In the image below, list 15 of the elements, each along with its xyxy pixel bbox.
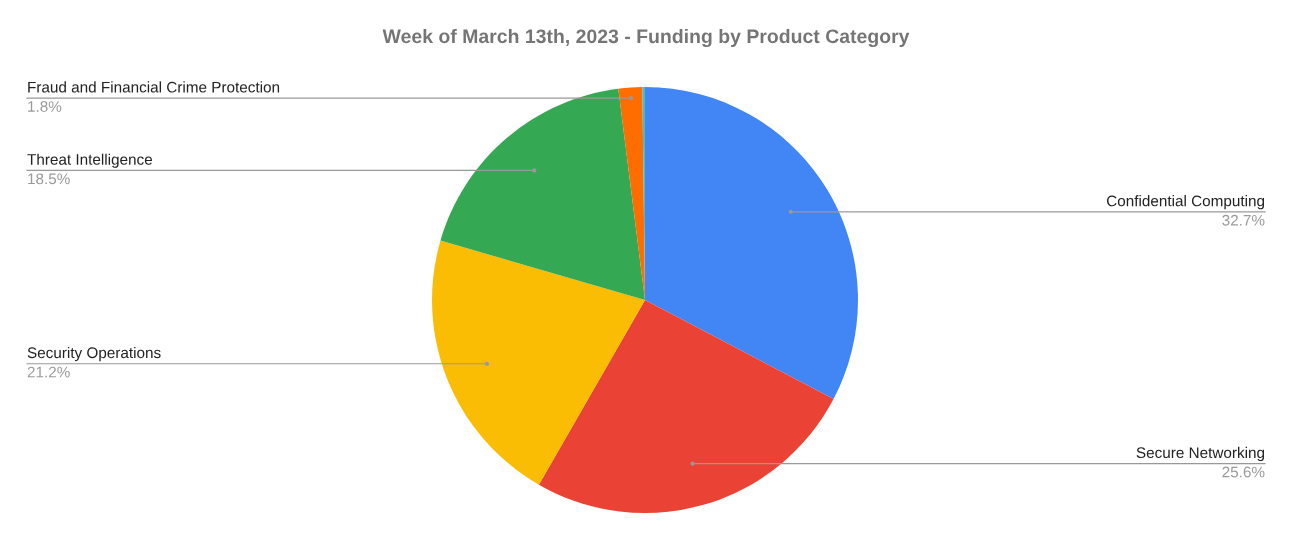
slice-label: Confidential Computing bbox=[1106, 195, 1265, 210]
data-label: 1.8% bbox=[28, 101, 62, 112]
slice-label: Secure Networking bbox=[1136, 446, 1265, 462]
data-label: 18.5% bbox=[28, 173, 70, 185]
data-label: 21.2% bbox=[27, 366, 70, 378]
slice-label: Security Operations bbox=[27, 346, 161, 362]
data-label: 32.7% bbox=[1222, 214, 1265, 226]
pie-slice bbox=[440, 88, 645, 300]
data-label: 25.6% bbox=[1222, 466, 1265, 478]
slice-label: Threat Intelligence bbox=[27, 153, 153, 168]
pie-slice bbox=[645, 87, 858, 400]
slice-label: Fraud and Financial Crime Protection bbox=[28, 81, 280, 93]
pie-slice bbox=[432, 240, 645, 485]
pie-slice bbox=[538, 300, 834, 513]
chart-title: Week of March 13th, 2023 - Funding by Product Category bbox=[382, 28, 910, 48]
